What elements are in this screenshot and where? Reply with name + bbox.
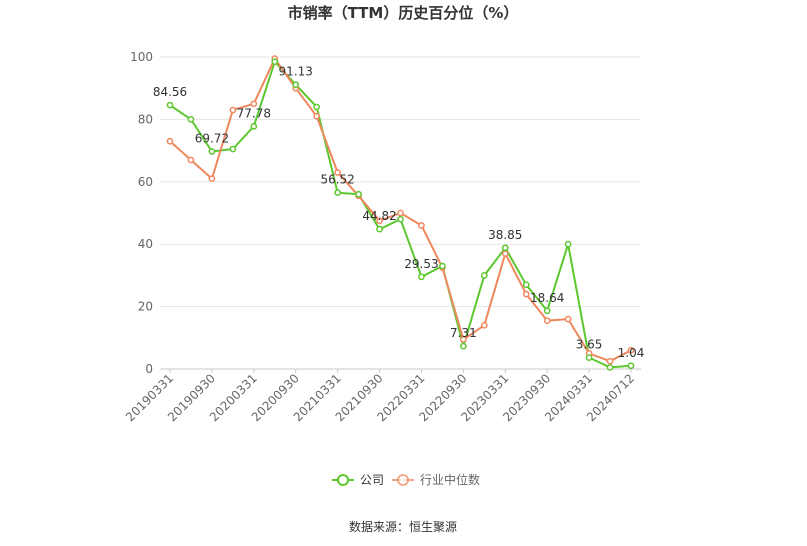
legend-label-company: 公司 bbox=[360, 473, 384, 487]
data-point-industry-median bbox=[208, 175, 216, 183]
data-point-industry-median bbox=[187, 156, 195, 164]
data-point-company bbox=[480, 272, 488, 279]
data-point-company bbox=[627, 362, 635, 370]
data-point-industry-median bbox=[543, 317, 551, 324]
data-point-industry-median bbox=[564, 315, 572, 323]
data-point-company bbox=[271, 58, 279, 66]
data-point-industry-median bbox=[229, 106, 237, 114]
data-point-industry-median bbox=[376, 217, 383, 225]
data-label: 91.13 bbox=[279, 65, 313, 79]
data-point-company bbox=[334, 189, 341, 197]
data-point-company bbox=[439, 262, 446, 270]
data-label-layer: 84.56 69.72 77.78 91.13 56.52 44.82 29.53 7.31 3… bbox=[153, 65, 645, 360]
y-tick-label: 80 bbox=[138, 112, 153, 126]
data-label: 44.82 bbox=[362, 209, 396, 223]
data-point-company bbox=[250, 122, 258, 130]
chart-title: 市销率（TTM）历史百分位（%） bbox=[288, 4, 519, 22]
y-tick-label: 100 bbox=[130, 50, 153, 64]
data-point-company bbox=[460, 342, 467, 350]
data-label: 56.52 bbox=[320, 173, 354, 187]
data-point-industry-median bbox=[501, 250, 509, 257]
data-point-industry-median bbox=[418, 222, 425, 229]
data-label: 1.04 bbox=[618, 346, 645, 360]
data-point-company bbox=[543, 307, 551, 315]
data-point-industry-median bbox=[334, 169, 341, 176]
legend: 公司 行业中位数 bbox=[332, 472, 480, 487]
data-point-company bbox=[522, 281, 530, 289]
legend-marker-industry-median bbox=[397, 474, 409, 486]
data-point-company bbox=[313, 103, 321, 111]
data-label: 18.64 bbox=[530, 291, 564, 305]
data-point-company bbox=[418, 273, 425, 281]
data-point-company bbox=[292, 81, 300, 89]
series-layer bbox=[166, 55, 635, 371]
data-label: 3.65 bbox=[576, 338, 603, 352]
y-tick-label: 20 bbox=[138, 300, 153, 314]
data-label: 77.78 bbox=[237, 106, 271, 120]
grid-layer bbox=[160, 56, 641, 370]
data-point-company bbox=[564, 240, 572, 248]
data-point-industry-median bbox=[606, 357, 614, 365]
y-tick-label: 0 bbox=[145, 362, 153, 376]
data-point-company bbox=[208, 148, 216, 155]
data-point-industry-median bbox=[627, 346, 635, 354]
data-point-company bbox=[229, 145, 237, 153]
data-point-company bbox=[397, 215, 404, 223]
data-point-industry-median bbox=[397, 209, 404, 217]
data-point-industry-median bbox=[480, 321, 488, 329]
legend-label-industry-median: 行业中位数 bbox=[420, 472, 480, 487]
data-point-company bbox=[606, 364, 614, 371]
data-point-industry-median bbox=[313, 112, 321, 120]
data-point-company bbox=[187, 116, 195, 123]
data-label: 7.31 bbox=[450, 326, 477, 340]
legend-marker-company bbox=[337, 474, 349, 486]
data-point-company bbox=[501, 244, 509, 252]
data-point-industry-median bbox=[522, 290, 530, 298]
y-tick-label: 40 bbox=[138, 237, 153, 251]
data-label: 84.56 bbox=[153, 85, 187, 99]
axis-layer: 0204060801002019033120190930202003312020… bbox=[123, 50, 637, 424]
data-label: 29.53 bbox=[404, 257, 438, 271]
data-point-company bbox=[376, 225, 383, 233]
data-point-industry-median bbox=[250, 100, 258, 108]
data-label: 38.85 bbox=[488, 228, 522, 242]
y-tick-label: 60 bbox=[138, 175, 153, 189]
data-point-company bbox=[355, 190, 362, 198]
data-point-industry-median bbox=[460, 336, 467, 343]
source-note: 数据来源：恒生聚源 bbox=[349, 519, 457, 534]
data-point-company bbox=[166, 101, 174, 109]
data-point-industry-median bbox=[166, 137, 174, 145]
data-label: 69.72 bbox=[195, 131, 229, 145]
data-point-company bbox=[585, 354, 593, 361]
